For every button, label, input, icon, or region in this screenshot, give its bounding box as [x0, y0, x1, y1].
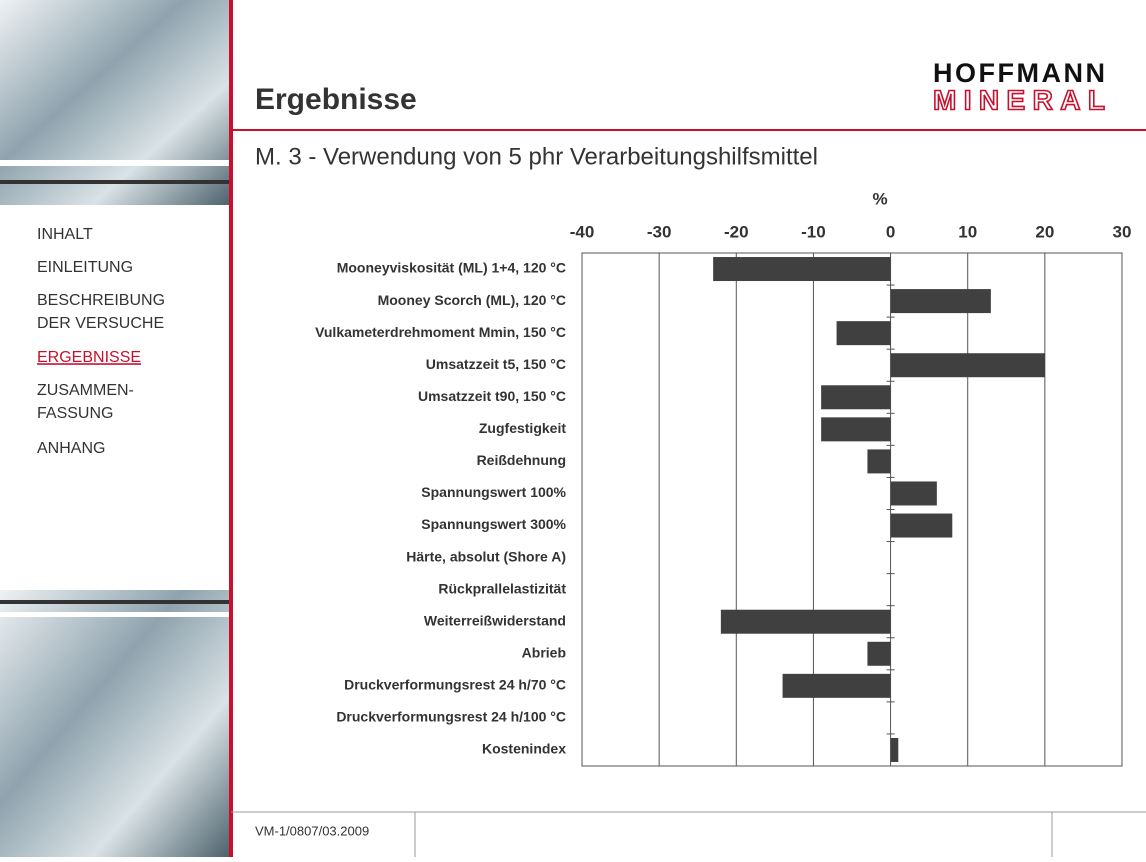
logo-top: HOFFMANN [933, 58, 1105, 88]
nav-item[interactable]: INHALT [37, 226, 93, 243]
bar [713, 257, 891, 282]
bar [836, 321, 891, 346]
nav-item[interactable]: ANHANG [37, 440, 105, 457]
y-tick-label: Druckverformungsrest 24 h/100 °C [336, 709, 566, 725]
y-tick-label: Druckverformungsrest 24 h/70 °C [344, 677, 566, 693]
x-tick-label: 0 [886, 222, 895, 241]
bar [890, 289, 991, 314]
nav-item[interactable]: EINLEITUNG [37, 259, 133, 276]
bar [821, 385, 891, 410]
bar [867, 449, 891, 474]
y-tick-label: Umsatzzeit t90, 150 °C [418, 388, 566, 404]
y-tick-label: Mooney Scorch (ML), 120 °C [378, 292, 566, 308]
x-tick-label: -40 [570, 222, 595, 241]
y-tick-label: Spannungswert 100% [421, 484, 566, 500]
header-rule [231, 129, 1146, 131]
footer-code: VM-1/0807/03.2009 [255, 823, 369, 838]
nav-item[interactable]: DER VERSUCHE [37, 315, 164, 332]
stripe [0, 612, 230, 617]
y-tick-label: Härte, absolut (Shore A) [406, 548, 566, 564]
nav-item[interactable]: ERGEBNISSE [37, 349, 141, 366]
x-tick-label: -20 [724, 222, 749, 241]
plot-frame [581, 252, 1123, 767]
y-tick-label: Zugfestigkeit [479, 420, 566, 436]
page-title: Ergebnisse [255, 83, 417, 116]
stripe [0, 180, 230, 184]
bar [890, 481, 937, 506]
top-image [0, 0, 230, 205]
bar [867, 641, 891, 666]
bar [890, 513, 953, 538]
chart-title: M. 3 - Verwendung von 5 phr Verarbeitung… [255, 143, 818, 170]
stripe [0, 600, 230, 604]
red-divider [229, 0, 233, 857]
y-tick-label: Vulkameterdrehmoment Mmin, 150 °C [315, 324, 566, 340]
y-tick-label: Spannungswert 300% [421, 516, 566, 532]
y-tick-label: Umsatzzeit t5, 150 °C [426, 356, 566, 372]
nav-item[interactable]: ZUSAMMEN- [37, 382, 134, 399]
bottom-image [0, 590, 230, 857]
x-tick-label: 10 [958, 222, 977, 241]
nav-item[interactable]: FASSUNG [37, 405, 113, 422]
x-tick-label: 20 [1035, 222, 1054, 241]
bar [890, 353, 1045, 378]
y-tick-label: Weiterreißwiderstand [424, 612, 566, 628]
bar [821, 417, 891, 442]
bar [890, 737, 899, 762]
x-tick-label: -10 [801, 222, 826, 241]
x-tick-label: 30 [1113, 222, 1132, 241]
x-tick-label: -30 [647, 222, 672, 241]
bar [720, 609, 891, 634]
nav-item[interactable]: BESCHREIBUNG [37, 292, 165, 309]
bar [782, 673, 891, 698]
y-tick-label: Rückprallelastizität [438, 580, 566, 596]
x-axis-label: % [872, 189, 887, 208]
y-tick-label: Abrieb [522, 644, 566, 660]
y-tick-label: Reißdehnung [477, 452, 566, 468]
stripe [0, 160, 230, 166]
y-tick-label: Kostenindex [482, 741, 566, 757]
y-tick-label: Mooneyviskosität (ML) 1+4, 120 °C [337, 260, 566, 276]
